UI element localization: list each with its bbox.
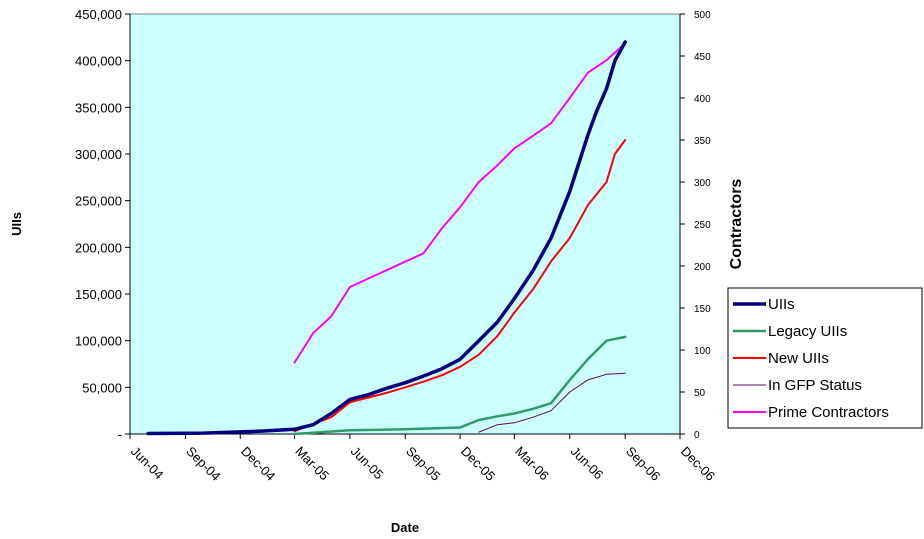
y-tick-label: - bbox=[118, 427, 122, 442]
y2-axis-title: Contractors bbox=[728, 179, 745, 270]
x-tick-label: Sep-04 bbox=[183, 444, 223, 484]
legend-label: Prime Contractors bbox=[768, 404, 889, 421]
y-tick-label: 50,000 bbox=[82, 380, 122, 395]
x-tick-label: Jun-04 bbox=[128, 444, 167, 483]
x-tick-label: Sep-05 bbox=[403, 444, 443, 484]
series-line-in-gfp-status bbox=[478, 372, 626, 433]
y2-tick-label: 300 bbox=[694, 178, 711, 189]
x-tick-label: Mar-05 bbox=[292, 444, 332, 484]
y2-tick-label: 250 bbox=[694, 220, 711, 231]
legend-label: In GFP Status bbox=[768, 377, 862, 394]
x-tick-label: Sep-06 bbox=[623, 444, 663, 484]
y-axis-title: UIIs bbox=[9, 212, 24, 236]
legend-label: Legacy UIIs bbox=[768, 323, 847, 340]
x-tick-label: Dec-04 bbox=[238, 444, 278, 484]
y-tick-label: 350,000 bbox=[75, 100, 122, 115]
series-line-prime-contractors bbox=[293, 42, 627, 364]
y2-tick-label: 500 bbox=[694, 10, 711, 21]
y-tick-label: 250,000 bbox=[75, 194, 122, 209]
legend-label: New UIIs bbox=[768, 350, 829, 367]
legend-label: UIIs bbox=[768, 296, 795, 313]
series-line-uiis bbox=[146, 40, 627, 436]
x-tick-label: Dec-06 bbox=[678, 444, 718, 484]
series-line-new-uiis bbox=[293, 139, 627, 433]
y2-tick-label: 400 bbox=[694, 94, 711, 105]
x-tick-label: Dec-05 bbox=[458, 444, 498, 484]
y-tick-label: 150,000 bbox=[75, 287, 122, 302]
x-tick-label: Jun-05 bbox=[348, 444, 387, 483]
y2-tick-label: 0 bbox=[694, 430, 700, 441]
series-layer bbox=[146, 40, 627, 436]
y-tick-label: 100,000 bbox=[75, 334, 122, 349]
x-tick-label: Jun-06 bbox=[568, 444, 607, 483]
y2-tick-label: 450 bbox=[694, 52, 711, 63]
y2-tick-label: 200 bbox=[694, 262, 711, 273]
legend: UIIs Legacy UIIs New UIIs In GFP Status Prim… bbox=[727, 287, 923, 429]
y-tick-label: 200,000 bbox=[75, 240, 122, 255]
y-tick-label: 300,000 bbox=[75, 147, 122, 162]
y2-tick-label: 100 bbox=[694, 346, 711, 357]
y2-tick-label: 150 bbox=[694, 304, 711, 315]
x-axis-title: Date bbox=[391, 520, 419, 535]
y-tick-label: 450,000 bbox=[75, 7, 122, 22]
y2-tick-label: 350 bbox=[694, 136, 711, 147]
x-tick-label: Mar-06 bbox=[512, 444, 552, 484]
y2-tick-label: 50 bbox=[694, 388, 706, 399]
y-tick-label: 400,000 bbox=[75, 54, 122, 69]
series-line-legacy-uiis bbox=[293, 335, 627, 436]
plot-area bbox=[129, 13, 681, 435]
